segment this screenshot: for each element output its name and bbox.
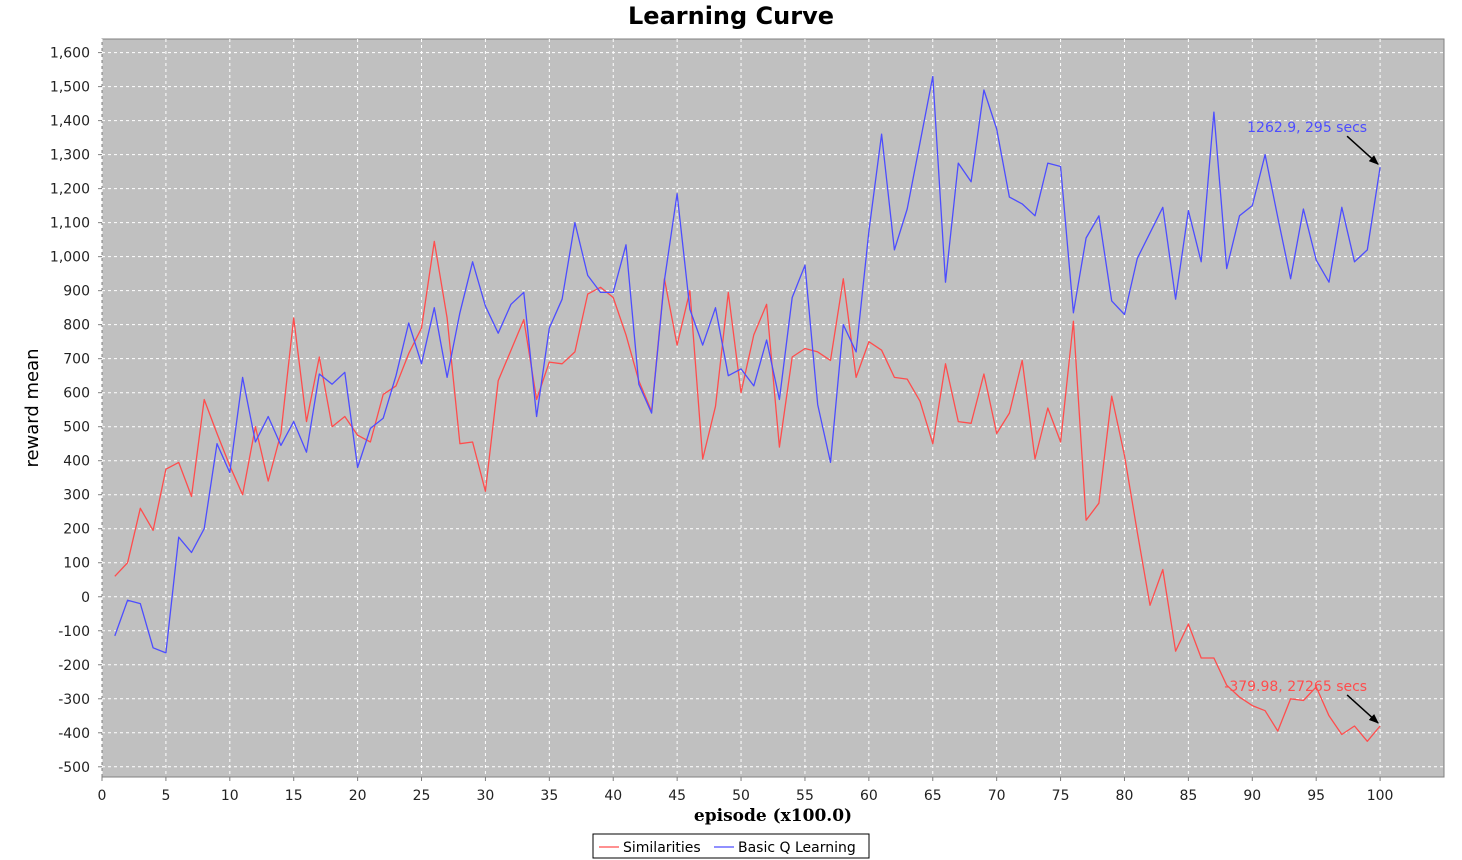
y-tick-label: 1,300 xyxy=(50,148,90,164)
x-tick-label: 5 xyxy=(161,788,170,804)
plot-area xyxy=(101,38,1445,778)
y-tick-label: 300 xyxy=(63,488,90,504)
series-lines xyxy=(114,75,1381,742)
x-tick-label: 0 xyxy=(98,788,107,804)
y-tick-label: -200 xyxy=(58,658,90,674)
y-tick-label: -400 xyxy=(58,726,90,742)
y-tick-label: 900 xyxy=(63,284,90,300)
y-tick-label: 100 xyxy=(63,556,90,572)
annotation-label: 1262.9, 295 secs xyxy=(1247,120,1367,136)
y-tick-label: 1,400 xyxy=(50,114,90,130)
annotation-arrow xyxy=(1346,694,1379,724)
y-tick-label: 200 xyxy=(63,522,90,538)
x-tick-label: 70 xyxy=(988,788,1006,804)
y-tick-label: 1,600 xyxy=(50,46,90,62)
x-tick-label: 10 xyxy=(221,788,239,804)
x-tick-label: 65 xyxy=(924,788,942,804)
x-tick-label: 20 xyxy=(349,788,367,804)
x-tick-label: 90 xyxy=(1243,788,1261,804)
x-tick-label: 75 xyxy=(1052,788,1070,804)
chart-title: Learning Curve xyxy=(628,2,834,30)
x-tick-label: 45 xyxy=(668,788,686,804)
series-line-basic-q-learning xyxy=(114,75,1381,654)
y-tick-label: -500 xyxy=(58,760,90,776)
y-tick-label: 1,100 xyxy=(50,216,90,232)
y-tick-label: 0 xyxy=(81,590,90,606)
y-tick-label: 600 xyxy=(63,386,90,402)
x-tick-label: 30 xyxy=(477,788,495,804)
y-tick-label: 800 xyxy=(63,318,90,334)
y-tick-label: 400 xyxy=(63,454,90,470)
y-tick-label: -300 xyxy=(58,692,90,708)
x-tick-label: 15 xyxy=(285,788,303,804)
legend-label-similarities: Similarities xyxy=(623,840,701,856)
x-tick-label: 80 xyxy=(1116,788,1134,804)
x-axis-ticks: 0 5 10 15 20 25 30 35 40 45 50 55 60 65 70 75 80 85 90 95 10… xyxy=(98,777,1394,804)
legend-label-basic-q-learning: Basic Q Learning xyxy=(738,840,856,856)
legend-box xyxy=(592,833,870,859)
x-tick-label: 50 xyxy=(732,788,750,804)
y-tick-label: 1,200 xyxy=(50,182,90,198)
x-tick-label: 100 xyxy=(1367,788,1394,804)
x-tick-label: 60 xyxy=(860,788,878,804)
annotations: 1262.9, 295 secs -379.98, 27265 secs xyxy=(1224,120,1379,724)
x-tick-label: 95 xyxy=(1307,788,1325,804)
x-tick-label: 55 xyxy=(796,788,814,804)
y-axis-ticks: -500 -400 -300 -200 -100 0 100 200 300 400 500 600 7… xyxy=(50,46,102,776)
x-tick-label: 85 xyxy=(1179,788,1197,804)
y-tick-label: 1,500 xyxy=(50,80,90,96)
x-tick-label: 40 xyxy=(604,788,622,804)
grid-lines xyxy=(101,39,1444,777)
y-axis-label: reward mean xyxy=(22,348,43,467)
x-tick-label: 25 xyxy=(413,788,431,804)
y-tick-label: -100 xyxy=(58,624,90,640)
x-axis-label: episode (x100.0) xyxy=(694,806,852,826)
y-tick-label: 1,000 xyxy=(50,250,90,266)
annotation-label: -379.98, 27265 secs xyxy=(1224,679,1367,695)
x-tick-label: 35 xyxy=(540,788,558,804)
y-tick-label: 700 xyxy=(63,352,90,368)
y-tick-label: 500 xyxy=(63,420,90,436)
annotation-arrow xyxy=(1346,135,1379,165)
legend: Similarities Basic Q Learning xyxy=(592,833,870,859)
series-line-similarities xyxy=(114,240,1381,742)
